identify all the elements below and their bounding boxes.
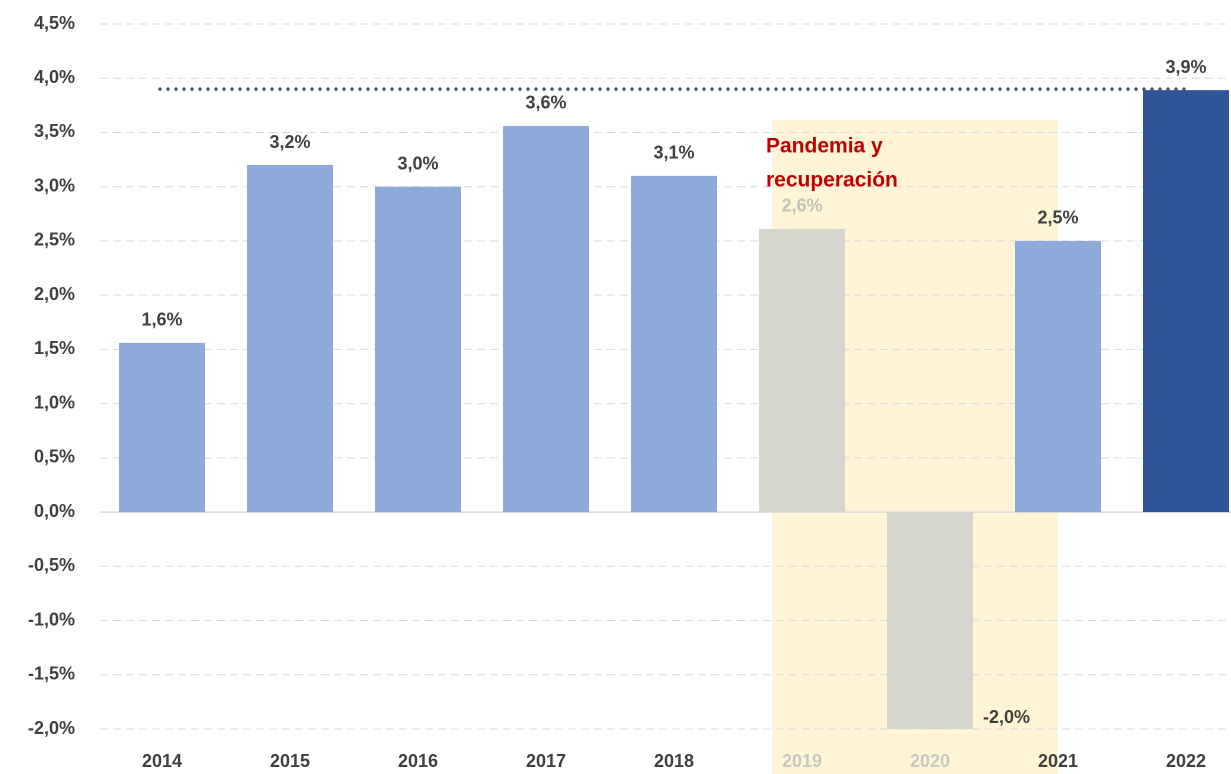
y-tick-label: -1,5%	[28, 664, 75, 684]
bar	[759, 228, 845, 513]
bar	[1143, 90, 1229, 513]
y-tick-label: 4,5%	[34, 13, 75, 33]
annotation: Pandemia y	[766, 135, 883, 158]
y-tick-label: -0,5%	[28, 555, 75, 575]
bar	[887, 512, 973, 729]
y-tick-label: 2,0%	[34, 284, 75, 304]
x-tick-label: 2019	[782, 751, 822, 771]
y-tick-label: 2,5%	[34, 230, 75, 250]
bar	[503, 125, 589, 513]
y-tick-label: -2,0%	[28, 718, 75, 738]
x-tick-label: 2018	[654, 751, 694, 771]
x-tick-label: 2020	[910, 751, 950, 771]
y-tick-label: 1,5%	[34, 338, 75, 358]
x-tick-label: 2015	[270, 751, 310, 771]
x-tick-label: 2017	[526, 751, 566, 771]
bar	[375, 186, 461, 513]
data-label: -2,0%	[983, 707, 1030, 727]
data-label: 3,9%	[1165, 57, 1206, 77]
bar	[119, 342, 205, 513]
annotation: recuperación	[766, 169, 898, 192]
x-tick-label: 2014	[142, 751, 182, 771]
x-tick-label: 2016	[398, 751, 438, 771]
y-tick-label: 0,0%	[34, 501, 75, 521]
data-label: 3,2%	[269, 132, 310, 152]
y-tick-label: 4,0%	[34, 67, 75, 87]
x-tick-label: 2022	[1166, 751, 1206, 771]
data-label: 1,6%	[141, 310, 182, 330]
bar	[247, 165, 333, 513]
data-label: 2,5%	[1037, 208, 1078, 228]
bar	[631, 175, 717, 513]
data-label: 3,1%	[653, 143, 694, 163]
y-tick-label: 1,0%	[34, 392, 75, 412]
y-tick-label: -1,0%	[28, 609, 75, 629]
bar	[1015, 240, 1101, 513]
x-tick-label: 2021	[1038, 751, 1078, 771]
y-tick-label: 0,5%	[34, 447, 75, 467]
y-tick-label: 3,5%	[34, 121, 75, 141]
data-label: 3,0%	[397, 153, 438, 173]
data-label: 3,6%	[525, 93, 566, 113]
y-tick-label: 3,0%	[34, 175, 75, 195]
data-label: 2,6%	[781, 196, 822, 216]
